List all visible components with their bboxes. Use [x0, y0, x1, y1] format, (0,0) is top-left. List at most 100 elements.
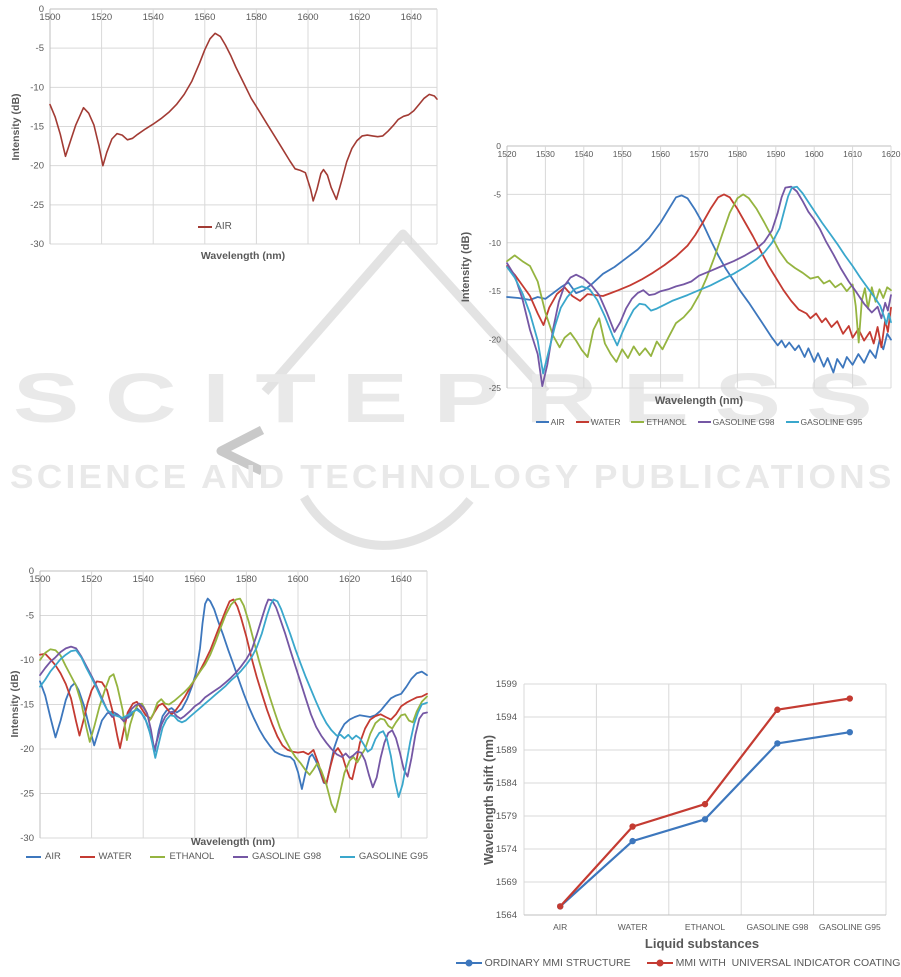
- logo-swoosh-shape: [300, 494, 474, 550]
- legend-swatch: [631, 421, 645, 423]
- category-label: ETHANOL: [685, 922, 725, 932]
- legend-swatch: [646, 959, 673, 967]
- chart1-legend: AIR: [150, 221, 280, 232]
- legend-label: ORDINARY MMI STRUCTURE: [484, 957, 631, 969]
- series-line-WATER: [506, 193, 892, 349]
- x-tick-label: 1540: [143, 12, 164, 23]
- series-line-GASOLINE G98: [506, 185, 892, 387]
- legend-label: AIR: [45, 851, 61, 862]
- x-tick-label: 1500: [39, 12, 60, 23]
- x-tick-label: 1540: [574, 149, 593, 159]
- x-tick-label: 1540: [133, 574, 154, 585]
- series-marker-ORDINARY MMI STRUCTURE: [629, 837, 636, 845]
- y-tick-label: -5: [493, 189, 501, 199]
- x-tick-label: 1550: [613, 149, 632, 159]
- series-line-GASOLINE G95: [506, 185, 892, 375]
- series-marker-MMI WITH UNIVERSAL INDICATOR COATING: [557, 903, 564, 910]
- legend-label: GASOLINE G98: [251, 851, 322, 862]
- legend-swatch: [535, 421, 549, 423]
- x-tick-label: 1600: [805, 149, 824, 159]
- y-tick-label: 1569: [496, 877, 517, 888]
- chart2-legend: AIR WATER ETHANOL GASOLINE G98 GASOLINE G95: [507, 417, 891, 427]
- y-tick-label: 1599: [496, 679, 517, 690]
- chart2-x-axis-title: Wavelength (nm): [654, 395, 744, 407]
- x-tick-label: 1500: [29, 574, 50, 585]
- x-tick-label: 1530: [536, 149, 555, 159]
- y-tick-label: -5: [36, 43, 44, 54]
- legend-swatch: [697, 421, 711, 423]
- legend-item-mmi-with-universal-indicator-coating: MMI WITH UNIVERSAL INDICATOR COATING: [646, 957, 900, 969]
- chart4-legend: ORDINARY MMI STRUCTURE MMI WITH UNIVERSAL…: [455, 957, 901, 969]
- y-tick-label: 0: [39, 4, 44, 15]
- y-tick-label: -25: [30, 200, 44, 211]
- x-tick-label: 1520: [91, 12, 112, 23]
- y-tick-label: -20: [30, 161, 44, 172]
- x-tick-label: 1600: [297, 12, 318, 23]
- legend-item-gasoline-g95: GASOLINE G95: [339, 851, 428, 862]
- y-tick-label: -10: [20, 655, 34, 666]
- series-marker-ORDINARY MMI STRUCTURE: [846, 728, 853, 736]
- y-tick-label: -20: [489, 335, 502, 345]
- series-line-AIR: [49, 32, 438, 202]
- y-tick-label: -5: [26, 611, 34, 622]
- chart4-y-axis-title: Wavelength shift (nm): [482, 734, 496, 866]
- legend-marker-dot: [465, 959, 473, 967]
- legend-item-gasoline-g95: GASOLINE G95: [785, 417, 863, 427]
- y-tick-label: -30: [30, 239, 44, 250]
- series-marker-MMI WITH UNIVERSAL INDICATOR COATING: [774, 706, 781, 713]
- series-marker-MMI WITH UNIVERSAL INDICATOR COATING: [846, 695, 853, 702]
- x-tick-label: 1610: [843, 149, 862, 159]
- series-line-GASOLINE G95: [39, 598, 428, 798]
- category-label: WATER: [618, 922, 648, 932]
- x-tick-label: 1580: [246, 12, 267, 23]
- legend-label: GASOLINE G95: [800, 417, 863, 427]
- x-tick-label: 1620: [339, 574, 360, 585]
- category-label: GASOLINE G95: [819, 922, 881, 932]
- y-tick-label: -25: [489, 383, 502, 393]
- x-tick-label: 1620: [882, 149, 901, 159]
- legend-swatch: [232, 855, 248, 858]
- chart3-y-axis-title: Intensity (dB): [9, 670, 21, 738]
- legend-swatch: [339, 855, 355, 858]
- chart1-y-axis-title: Intensity (dB): [10, 93, 22, 161]
- x-tick-label: 1590: [766, 149, 785, 159]
- legend-swatch: [79, 855, 95, 858]
- legend-label: GASOLINE G95: [358, 851, 428, 862]
- x-tick-label: 1560: [651, 149, 670, 159]
- legend-label: ETHANOL: [646, 417, 687, 427]
- y-tick-label: 1584: [496, 778, 517, 789]
- y-tick-label: 1594: [496, 712, 517, 723]
- legend-item-water: WATER: [575, 417, 621, 427]
- legend-item-water: WATER: [79, 851, 132, 862]
- series-line-AIR: [39, 597, 428, 790]
- legend-label: AIR: [215, 221, 232, 232]
- x-tick-label: 1600: [287, 574, 308, 585]
- y-tick-label: 0: [496, 141, 501, 151]
- chart3-legend: AIR WATER ETHANOL GASOLINE G98 GASOLINE G95: [26, 851, 428, 862]
- legend-item-ethanol: ETHANOL: [631, 417, 687, 427]
- legend-label: WATER: [590, 417, 621, 427]
- legend-label: AIR: [550, 417, 565, 427]
- series-marker-ORDINARY MMI STRUCTURE: [701, 816, 709, 823]
- x-tick-label: 1570: [690, 149, 709, 159]
- legend-swatch: [575, 421, 589, 423]
- x-tick-label: 1560: [194, 12, 215, 23]
- legend-swatch: [785, 421, 799, 423]
- chart1-x-axis-title: Wavelength (nm): [200, 250, 286, 262]
- logo-mountain-shape: [261, 229, 550, 396]
- x-tick-label: 1560: [184, 574, 205, 585]
- y-tick-label: 1564: [496, 910, 517, 921]
- y-tick-label: 0: [29, 566, 34, 577]
- category-label: AIR: [553, 922, 567, 932]
- category-label: GASOLINE G98: [746, 922, 808, 932]
- x-tick-label: 1580: [728, 149, 747, 159]
- x-tick-label: 1580: [236, 574, 257, 585]
- y-tick-label: 1574: [496, 844, 517, 855]
- y-tick-label: -30: [20, 833, 34, 844]
- legend-label: GASOLINE G98: [712, 417, 775, 427]
- legend-marker-dot: [656, 959, 664, 967]
- legend-item-ethanol: ETHANOL: [150, 851, 214, 862]
- chart4-x-axis-title: Liquid substances: [644, 936, 760, 951]
